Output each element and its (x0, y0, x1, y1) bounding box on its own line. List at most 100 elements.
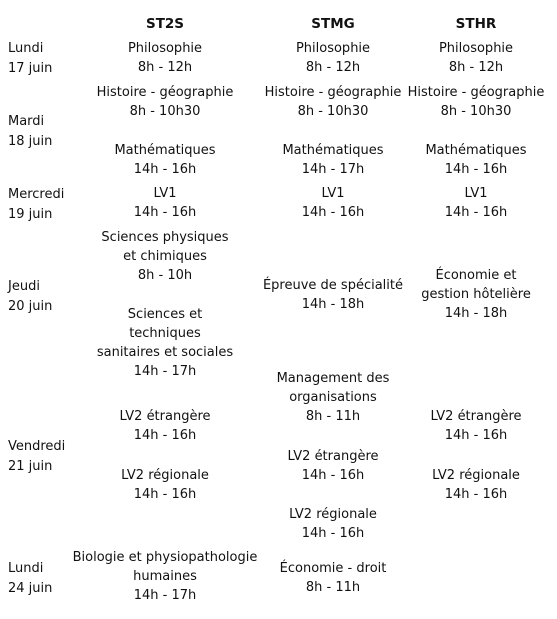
exam-cell: LV2 étrangère 14h - 16h (258, 447, 408, 485)
exam-time: 14h - 17h (301, 162, 365, 177)
exam-time: 14h - 16h (133, 487, 197, 502)
exam-subject: LV2 régionale (121, 468, 209, 483)
day-name: Jeudi (8, 279, 40, 294)
exam-cell: LV2 étrangère 14h - 16h (401, 407, 551, 445)
exam-subject: Sciences physiques (101, 230, 229, 245)
day-date: 18 juin (8, 134, 53, 149)
exam-cell: Mathématiques 14h - 16h (401, 141, 551, 179)
exam-time: 8h - 12h (137, 60, 193, 75)
header-st2s: ST2S (145, 16, 185, 32)
exam-cell: Économie - droit 8h - 11h (258, 559, 408, 597)
exam-time: 14h - 16h (444, 487, 508, 502)
exam-subject: Philosophie (295, 41, 371, 56)
header-stmg: STMG (311, 16, 355, 32)
exam-time: 8h - 10h30 (440, 104, 512, 119)
exam-subject: Philosophie (438, 41, 514, 56)
exam-subject: LV1 (464, 186, 488, 201)
exam-cell: Sciences physiques et chimiques 8h - 10h (90, 228, 240, 285)
exam-subject: gestion hôtelière (421, 287, 531, 302)
exam-subject: LV2 régionale (289, 507, 377, 522)
exam-subject: LV2 étrangère (430, 409, 522, 424)
exam-cell: LV2 étrangère 14h - 16h (90, 407, 240, 445)
exam-subject: sanitaires et sociales (96, 345, 234, 360)
header-sthr: STHR (455, 16, 497, 32)
exam-time: 8h - 10h (137, 268, 193, 283)
exam-subject: LV2 régionale (432, 468, 520, 483)
day-date: 20 juin (8, 299, 53, 314)
exam-time: 14h - 16h (444, 162, 508, 177)
exam-subject: Biologie et physiopathologie (72, 550, 258, 565)
exam-cell: LV1 14h - 16h (401, 184, 551, 222)
exam-subject: Management des (276, 371, 390, 386)
day-date: 19 juin (8, 207, 53, 222)
day-date: 24 juin (8, 581, 53, 596)
day-label-thu20: Jeudi 20 juin (8, 277, 52, 317)
exam-cell: Économie et gestion hôtelière 14h - 18h (401, 266, 551, 323)
exam-cell: Philosophie 8h - 12h (90, 39, 240, 77)
day-name: Lundi (8, 561, 44, 576)
exam-subject: LV1 (321, 186, 345, 201)
exam-subject: Histoire - géographie (264, 85, 402, 100)
exam-time: 14h - 16h (301, 468, 365, 483)
exam-cell: Sciences et techniques sanitaires et soci… (90, 305, 240, 381)
exam-subject: Mathématiques (425, 143, 527, 158)
exam-subject: Économie et (435, 268, 517, 283)
exam-time: 8h - 11h (305, 409, 361, 424)
exam-subject: Épreuve de spécialité (262, 278, 404, 293)
exam-subject: et chimiques (123, 249, 207, 264)
exam-subject: LV1 (153, 186, 177, 201)
exam-time: 8h - 11h (305, 580, 361, 595)
exam-subject: Économie - droit (279, 561, 387, 576)
exam-time: 14h - 16h (444, 205, 508, 220)
exam-subject: LV2 étrangère (119, 409, 211, 424)
exam-cell: Épreuve de spécialité 14h - 18h (258, 276, 408, 314)
exam-subject: humaines (133, 569, 197, 584)
day-label-wed19: Mercredi 19 juin (8, 185, 64, 225)
exam-time: 14h - 16h (301, 205, 365, 220)
exam-subject: Mathématiques (282, 143, 384, 158)
exam-cell: Histoire - géographie 8h - 10h30 (401, 83, 551, 121)
exam-cell: LV2 régionale 14h - 16h (258, 505, 408, 543)
exam-time: 8h - 10h30 (129, 104, 201, 119)
exam-subject: Mathématiques (114, 143, 216, 158)
day-name: Lundi (8, 41, 44, 56)
exam-time: 14h - 16h (133, 162, 197, 177)
exam-cell: Histoire - géographie 8h - 10h30 (90, 83, 240, 121)
exam-time: 14h - 16h (301, 526, 365, 541)
day-label-mon24: Lundi 24 juin (8, 559, 52, 599)
exam-cell: LV1 14h - 16h (258, 184, 408, 222)
exam-cell: Mathématiques 14h - 17h (258, 141, 408, 179)
exam-cell: LV2 régionale 14h - 16h (90, 466, 240, 504)
exam-time: 14h - 17h (133, 588, 197, 603)
exam-subject: Histoire - géographie (96, 85, 234, 100)
exam-cell: Philosophie 8h - 12h (258, 39, 408, 77)
exam-subject: Histoire - géographie (407, 85, 545, 100)
exam-cell: Biologie et physiopathologie humaines 14h … (70, 548, 260, 605)
exam-time: 8h - 12h (448, 60, 504, 75)
exam-time: 14h - 16h (133, 205, 197, 220)
exam-subject: Philosophie (127, 41, 203, 56)
exam-subject: LV2 étrangère (287, 449, 379, 464)
day-date: 17 juin (8, 61, 53, 76)
exam-subject: Sciences et techniques (127, 307, 203, 341)
day-label-fri21: Vendredi 21 juin (8, 437, 65, 477)
exam-time: 14h - 17h (133, 364, 197, 379)
exam-time: 14h - 18h (444, 306, 508, 321)
exam-time: 14h - 16h (444, 428, 508, 443)
day-label-mon17: Lundi 17 juin (8, 39, 52, 79)
day-name: Mercredi (8, 187, 65, 202)
exam-cell: LV2 régionale 14h - 16h (401, 466, 551, 504)
exam-time: 14h - 16h (133, 428, 197, 443)
exam-cell: Histoire - géographie 8h - 10h30 (258, 83, 408, 121)
exam-cell: Management des organisations 8h - 11h (258, 369, 408, 426)
exam-time: 8h - 12h (305, 60, 361, 75)
day-label-tue18: Mardi 18 juin (8, 112, 52, 152)
exam-cell: LV1 14h - 16h (90, 184, 240, 222)
day-name: Vendredi (8, 439, 66, 454)
day-date: 21 juin (8, 459, 53, 474)
exam-cell: Philosophie 8h - 12h (401, 39, 551, 77)
exam-subject: organisations (289, 390, 377, 405)
day-name: Mardi (8, 114, 45, 129)
exam-time: 8h - 10h30 (297, 104, 369, 119)
exam-cell: Mathématiques 14h - 16h (90, 141, 240, 179)
